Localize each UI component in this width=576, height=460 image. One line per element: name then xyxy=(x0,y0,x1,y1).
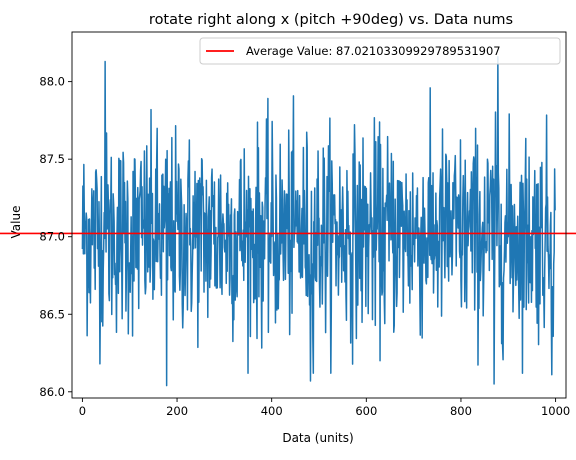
y-tick-label: 86.0 xyxy=(39,385,65,399)
plot-area: 0 200 400 600 800 1000 86.0 86.5 87.0 87.5 88.0 Ave… xyxy=(0,31,576,418)
y-tick-label: 86.5 xyxy=(39,307,65,321)
y-tick-label: 87.5 xyxy=(39,152,65,166)
x-axis-label: Data (units) xyxy=(282,431,353,445)
data-series-line xyxy=(81,56,556,387)
x-tick-label: 1000 xyxy=(541,404,570,418)
y-tick-label: 87.0 xyxy=(39,230,65,244)
x-tick-label: 0 xyxy=(79,404,86,418)
x-tick-label: 600 xyxy=(355,404,377,418)
x-tick-label: 800 xyxy=(450,404,472,418)
x-tick-label: 400 xyxy=(261,404,283,418)
x-tick-label: 200 xyxy=(166,404,188,418)
legend-label: Average Value: 87.02103309929789531907 xyxy=(246,44,501,58)
chart-title: rotate right along x (pitch +90deg) vs. … xyxy=(149,12,513,28)
y-tick-label: 88.0 xyxy=(39,75,65,89)
legend: Average Value: 87.02103309929789531907 xyxy=(199,37,561,65)
plot-frame xyxy=(71,31,567,399)
legend-box xyxy=(199,37,561,65)
y-axis-label: Value xyxy=(9,206,23,239)
